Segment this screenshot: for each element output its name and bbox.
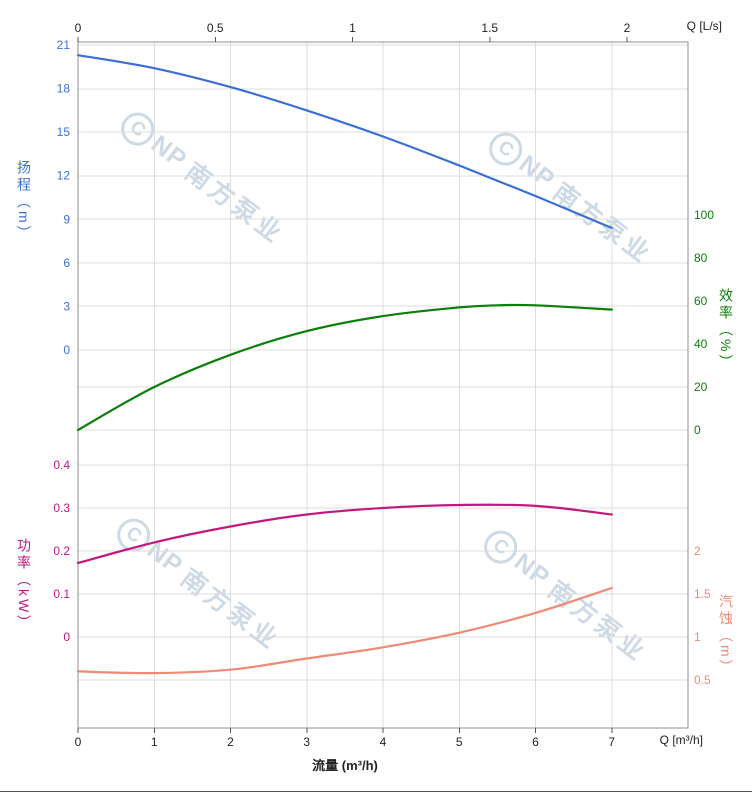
bottom-axis-tick-label: 0 — [75, 735, 82, 749]
head-tick-label: 9 — [63, 212, 70, 226]
top-axis-tick-label: 0.5 — [207, 21, 224, 35]
bottom-axis-unit-label: Q [m³/h] — [659, 733, 703, 747]
bottom-axis-tick-label: 1 — [151, 735, 158, 749]
efficiency-axis-title: 效率（%） — [718, 288, 734, 372]
power-tick-label: 0.1 — [53, 587, 70, 601]
head-tick-label: 6 — [63, 256, 70, 270]
top-axis-tick-label: 2 — [624, 21, 631, 35]
head-tick-label: 15 — [57, 125, 71, 139]
head-tick-label: 0 — [63, 343, 70, 357]
npsh-axis-title: 汽蚀（m） — [718, 594, 734, 677]
curve-npsh — [76, 586, 613, 675]
head-tick-label: 21 — [57, 38, 71, 52]
bottom-axis-tick-label: 7 — [608, 735, 615, 749]
efficiency-tick-label: 0 — [694, 423, 701, 437]
top-axis-tick-label: 1.5 — [481, 21, 498, 35]
top-axis-tick-label: 1 — [349, 21, 356, 35]
curve-efficiency — [76, 303, 613, 432]
top-axis-tick-label: 0 — [75, 21, 82, 35]
bottom-axis-tick-label: 3 — [303, 735, 310, 749]
efficiency-tick-label: 20 — [694, 380, 708, 394]
head-tick-label: 12 — [57, 169, 71, 183]
bottom-divider — [0, 791, 752, 792]
head-tick-label: 18 — [57, 82, 71, 96]
head-axis-title: 扬程（m） — [16, 160, 32, 243]
npsh-tick-label: 1 — [694, 630, 701, 644]
efficiency-tick-label: 40 — [694, 337, 708, 351]
power-axis-title: 功率（kW） — [16, 538, 32, 633]
npsh-tick-label: 1.5 — [694, 587, 711, 601]
npsh-tick-label: 0.5 — [694, 673, 711, 687]
npsh-tick-label: 2 — [694, 544, 701, 558]
bottom-axis-tick-label: 6 — [532, 735, 539, 749]
bottom-axis-tick-label: 4 — [380, 735, 387, 749]
flow-axis-title: 流量 (m³/h) — [312, 758, 378, 773]
bottom-axis-tick-label: 2 — [227, 735, 234, 749]
head-tick-label: 3 — [63, 299, 70, 313]
power-tick-label: 0.3 — [53, 501, 70, 515]
power-tick-label: 0.4 — [53, 458, 70, 472]
efficiency-tick-label: 60 — [694, 294, 708, 308]
curve-power — [76, 503, 613, 565]
power-tick-label: 0 — [63, 630, 70, 644]
efficiency-tick-label: 80 — [694, 251, 708, 265]
power-tick-label: 0.2 — [53, 544, 70, 558]
top-axis-unit-label: Q [L/s] — [686, 19, 722, 33]
curve-head — [76, 54, 613, 230]
efficiency-tick-label: 100 — [694, 208, 714, 222]
bottom-axis-tick-label: 5 — [456, 735, 463, 749]
